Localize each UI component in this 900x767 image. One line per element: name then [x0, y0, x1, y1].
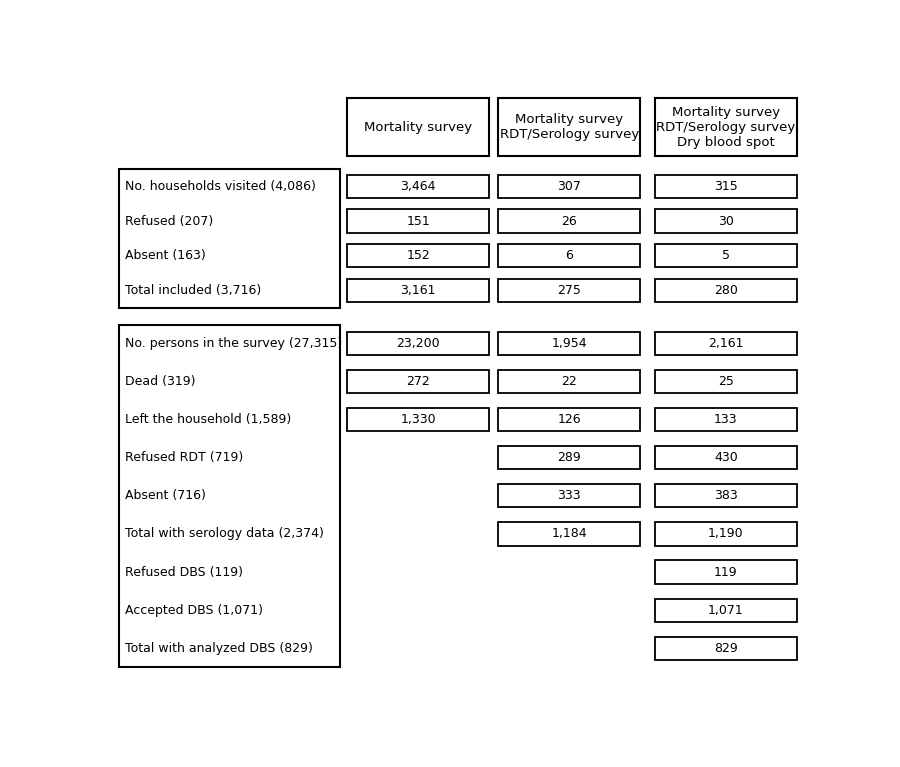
Text: Mortality survey: Mortality survey [364, 120, 472, 133]
FancyBboxPatch shape [347, 98, 490, 156]
FancyBboxPatch shape [119, 324, 339, 667]
Text: 1,330: 1,330 [400, 413, 436, 426]
Text: 829: 829 [714, 642, 738, 655]
Text: 151: 151 [407, 215, 430, 228]
Text: 6: 6 [565, 249, 573, 262]
Text: 3,161: 3,161 [400, 284, 436, 297]
FancyBboxPatch shape [499, 370, 640, 393]
Text: 272: 272 [407, 375, 430, 388]
FancyBboxPatch shape [499, 209, 640, 232]
Text: Mortality survey
RDT/Serology survey: Mortality survey RDT/Serology survey [500, 113, 639, 141]
FancyBboxPatch shape [347, 332, 490, 355]
FancyBboxPatch shape [655, 446, 796, 469]
Text: 430: 430 [714, 451, 738, 464]
Text: Total with serology data (2,374): Total with serology data (2,374) [125, 528, 324, 541]
Text: Absent (163): Absent (163) [125, 249, 205, 262]
FancyBboxPatch shape [499, 484, 640, 508]
FancyBboxPatch shape [655, 637, 796, 660]
Text: 2,161: 2,161 [708, 337, 743, 350]
Text: No. persons in the survey (27,315): No. persons in the survey (27,315) [125, 337, 342, 350]
Text: 280: 280 [714, 284, 738, 297]
FancyBboxPatch shape [499, 98, 640, 156]
FancyBboxPatch shape [347, 278, 490, 302]
Text: 383: 383 [714, 489, 738, 502]
FancyBboxPatch shape [655, 484, 796, 508]
Text: 126: 126 [557, 413, 581, 426]
FancyBboxPatch shape [655, 278, 796, 302]
Text: 5: 5 [722, 249, 730, 262]
Text: 133: 133 [714, 413, 738, 426]
Text: 1,954: 1,954 [552, 337, 587, 350]
FancyBboxPatch shape [347, 370, 490, 393]
FancyBboxPatch shape [119, 169, 339, 308]
FancyBboxPatch shape [655, 209, 796, 232]
Text: 3,464: 3,464 [400, 180, 436, 193]
Text: 315: 315 [714, 180, 738, 193]
FancyBboxPatch shape [499, 244, 640, 267]
FancyBboxPatch shape [655, 598, 796, 622]
Text: 23,200: 23,200 [396, 337, 440, 350]
Text: Total with analyzed DBS (829): Total with analyzed DBS (829) [125, 642, 313, 655]
FancyBboxPatch shape [347, 408, 490, 431]
FancyBboxPatch shape [499, 278, 640, 302]
FancyBboxPatch shape [347, 209, 490, 232]
Text: 333: 333 [557, 489, 581, 502]
FancyBboxPatch shape [655, 98, 796, 156]
FancyBboxPatch shape [655, 332, 796, 355]
Text: Mortality survey
RDT/Serology survey
Dry blood spot: Mortality survey RDT/Serology survey Dry… [656, 106, 796, 149]
FancyBboxPatch shape [655, 408, 796, 431]
FancyBboxPatch shape [655, 370, 796, 393]
Text: Total included (3,716): Total included (3,716) [125, 284, 261, 297]
FancyBboxPatch shape [499, 175, 640, 198]
Text: 22: 22 [562, 375, 577, 388]
Text: 307: 307 [557, 180, 581, 193]
FancyBboxPatch shape [499, 332, 640, 355]
Text: 275: 275 [557, 284, 581, 297]
Text: 26: 26 [562, 215, 577, 228]
Text: Refused (207): Refused (207) [125, 215, 213, 228]
Text: No. households visited (4,086): No. households visited (4,086) [125, 180, 316, 193]
Text: Left the household (1,589): Left the household (1,589) [125, 413, 291, 426]
Text: 289: 289 [557, 451, 581, 464]
FancyBboxPatch shape [499, 446, 640, 469]
Text: 119: 119 [714, 565, 738, 578]
Text: 25: 25 [718, 375, 734, 388]
Text: Refused DBS (119): Refused DBS (119) [125, 565, 243, 578]
Text: Dead (319): Dead (319) [125, 375, 195, 388]
Text: 152: 152 [407, 249, 430, 262]
Text: 1,071: 1,071 [708, 604, 743, 617]
FancyBboxPatch shape [655, 561, 796, 584]
Text: 1,184: 1,184 [552, 528, 587, 541]
FancyBboxPatch shape [347, 244, 490, 267]
Text: Absent (716): Absent (716) [125, 489, 206, 502]
FancyBboxPatch shape [655, 175, 796, 198]
FancyBboxPatch shape [499, 408, 640, 431]
Text: Refused RDT (719): Refused RDT (719) [125, 451, 243, 464]
FancyBboxPatch shape [655, 244, 796, 267]
Text: 30: 30 [718, 215, 734, 228]
FancyBboxPatch shape [655, 522, 796, 545]
Text: Accepted DBS (1,071): Accepted DBS (1,071) [125, 604, 263, 617]
FancyBboxPatch shape [499, 522, 640, 545]
Text: 1,190: 1,190 [708, 528, 743, 541]
FancyBboxPatch shape [347, 175, 490, 198]
